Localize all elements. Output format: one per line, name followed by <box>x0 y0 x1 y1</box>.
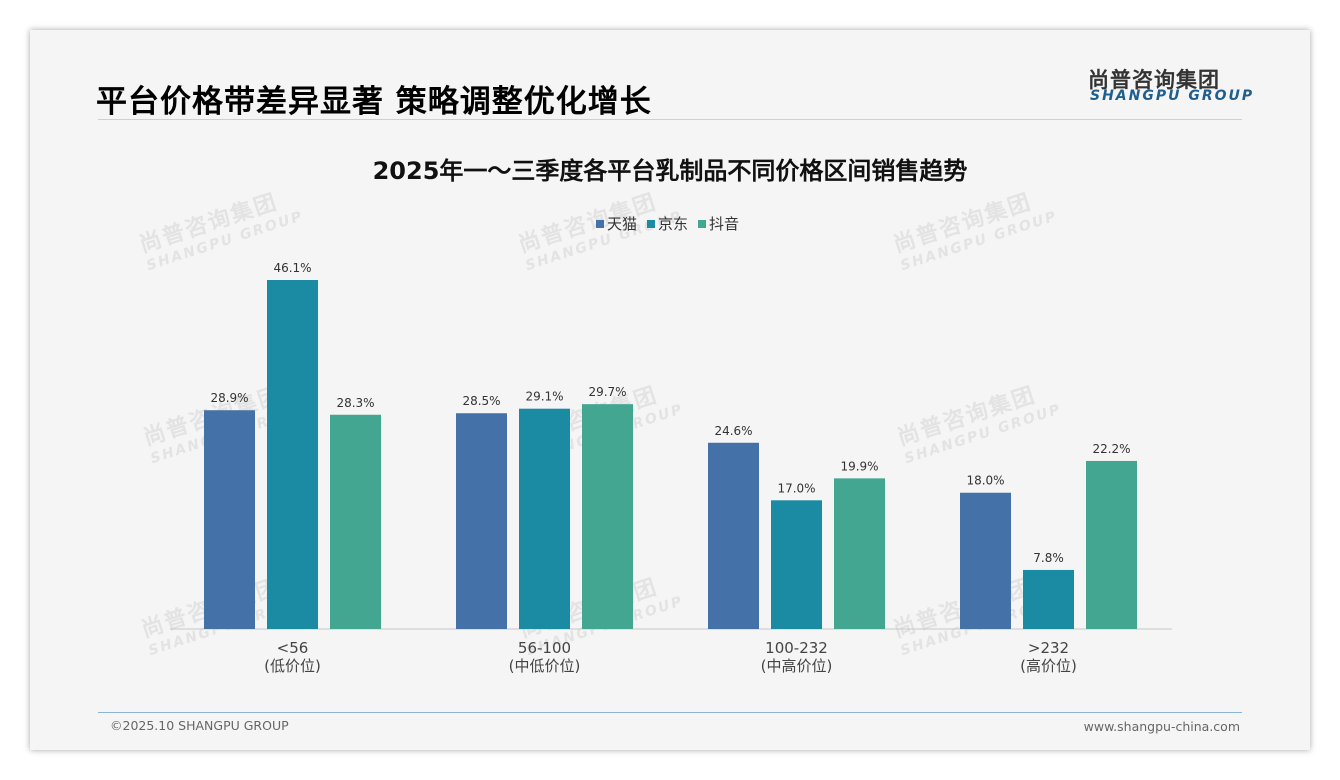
x-tick-sublabel: (高价位) <box>1020 657 1077 675</box>
bar-chart: 28.9% 46.1% 28.3% <56(低价位) 28.5% 29.1% 29.7% 56… <box>170 261 1172 675</box>
bar-1-1 <box>519 408 570 629</box>
data-label: 7.8% <box>1033 551 1064 565</box>
data-label: 24.6% <box>714 424 752 438</box>
bar-3-0 <box>960 492 1011 629</box>
data-label: 18.0% <box>966 474 1004 488</box>
data-label: 29.7% <box>588 385 626 399</box>
legend-swatch <box>698 219 707 228</box>
bar-0-1 <box>267 280 318 629</box>
data-label: 28.9% <box>210 391 248 405</box>
data-label: 19.9% <box>840 459 878 473</box>
legend-swatch <box>596 219 604 228</box>
legend-item-jd: 京东 <box>647 213 688 234</box>
bar-3-2 <box>1086 460 1137 629</box>
bar-2-1 <box>771 500 822 629</box>
footer-copyright: ©2025.10 SHANGPU GROUP <box>110 718 289 733</box>
page-title: 平台价格带差异显著 策略调整优化增长 <box>96 84 652 120</box>
bar-0-0 <box>204 410 255 629</box>
bar-1-0 <box>456 413 507 629</box>
legend-label: 京东 <box>658 215 689 233</box>
data-label: 22.2% <box>1092 442 1130 456</box>
data-label: 28.3% <box>336 396 374 410</box>
legend-item-tmall: 天猫 <box>596 213 637 234</box>
logo-chinese: 尚普咨询集团 <box>1088 68 1220 92</box>
x-tick-label: 100-232 <box>765 639 828 657</box>
x-tick-sublabel: (低价位) <box>264 657 321 675</box>
footer-divider <box>98 712 1242 713</box>
data-label: 46.1% <box>273 261 311 275</box>
x-tick-label: >232 <box>1028 639 1069 657</box>
chart-title: 2025年一～三季度各平台乳制品不同价格区间销售趋势 <box>372 157 968 185</box>
x-tick-sublabel: (中低价位) <box>509 657 581 675</box>
slide: 平台价格带差异显著 策略调整优化增长 尚普咨询集团 SHANGPU GROUP … <box>30 30 1310 750</box>
legend-label: 抖音 <box>709 215 740 233</box>
header-divider <box>98 119 1242 120</box>
x-tick-sublabel: (中高价位) <box>761 657 833 675</box>
legend-swatch <box>647 219 656 228</box>
data-label: 28.5% <box>462 394 500 408</box>
bar-2-0 <box>708 442 759 629</box>
legend-item-douyin: 抖音 <box>698 213 739 234</box>
chart-legend: 天猫 京东 抖音 <box>596 213 749 234</box>
data-label: 17.0% <box>777 481 815 495</box>
bar-3-1 <box>1023 569 1074 629</box>
data-label: 29.1% <box>525 390 563 404</box>
x-tick-label: <56 <box>277 639 309 657</box>
bar-0-2 <box>330 414 381 629</box>
bar-2-2 <box>834 478 885 629</box>
x-tick-label: 56-100 <box>518 639 571 657</box>
logo-english: SHANGPU GROUP <box>1090 88 1255 104</box>
legend-label: 天猫 <box>607 215 638 233</box>
footer-website[interactable]: www.shangpu-china.com <box>1083 719 1240 734</box>
bar-1-2 <box>582 404 633 629</box>
